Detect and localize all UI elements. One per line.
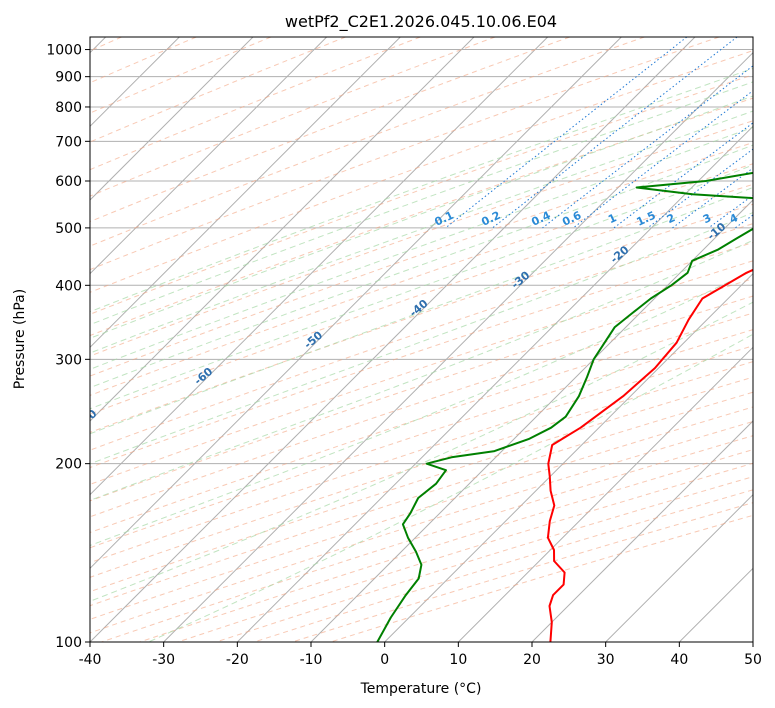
dry-adiabat [90,37,346,143]
moist-adiabat [90,186,753,435]
y-tick-label: 600 [55,174,82,190]
dry-adiabat [90,74,753,315]
x-tick-label: 50 [744,652,762,668]
x-tick-label: -40 [79,652,102,668]
dry-adiabat [90,295,753,518]
moist-adiabat [90,269,753,547]
moist-adiabat [90,110,753,354]
y-tick-label: 400 [55,278,82,294]
dry-adiabat [90,37,570,223]
dry-adiabat [90,345,753,564]
grid-layer [90,37,753,642]
dewpoint-profile-line [376,171,753,642]
y-tick-label: 800 [55,100,82,116]
x-tick-label: 20 [523,652,541,668]
moist-adiabat [90,81,753,326]
isotherm-line [90,37,328,275]
dry-adiabat [90,97,753,337]
dry-adiabat [90,391,753,607]
moist-adiabat [90,211,753,465]
isotherm-line [384,272,753,642]
isotherm-line [457,346,753,642]
moist-adiabat [90,126,753,370]
y-tick-label: 300 [55,352,82,368]
isotherm-label: -70 [76,407,100,430]
isotherm-line [163,51,753,642]
x-tick-label: 40 [670,652,688,668]
moist-adiabat [90,144,753,389]
temperature-profile-line [546,268,753,642]
mixing-ratio-line [492,37,738,229]
mixing-ratio-line [672,167,753,229]
x-tick-label: 30 [597,652,615,668]
y-tick-label: 900 [55,70,82,86]
isotherm-line [605,493,753,642]
mixing-ratio-line [542,65,753,229]
isotherm-line [90,37,254,201]
moist-adiabat [90,239,753,501]
y-tick-label: 700 [55,134,82,150]
dry-adiabat [90,142,753,377]
y-tick-label: 500 [55,221,82,237]
dry-adiabat [90,260,753,485]
dry-adiabat [90,50,753,293]
y-tick-label: 100 [55,635,82,651]
dry-adiabat [90,241,753,469]
isotherm-line [531,420,753,642]
moist-adiabat [90,164,753,410]
x-tick-label: -20 [226,652,249,668]
x-tick-label: -30 [152,652,175,668]
y-tick-label: 1000 [46,43,82,59]
y-tick-label: 200 [55,457,82,473]
chart-title: wetPf2_C2E1.2026.045.10.06.E04 [285,12,557,32]
isotherm-line [90,37,475,422]
isotherm-line [90,37,549,496]
x-axis-ticks: -40 -30 -20 -10 0 10 20 30 40 50 [79,642,762,668]
dry-adiabat [90,203,753,433]
dry-adiabat [90,329,753,549]
y-axis-label: Pressure (hPa) [12,289,28,389]
isotherm-line [236,125,753,642]
dry-adiabat [90,37,272,114]
moist-adiabat [148,333,753,642]
dry-adiabat [90,376,753,593]
background-lines [90,37,753,642]
dry-adiabat [90,37,496,197]
moist-adiabat [90,67,753,313]
x-tick-label: 0 [380,652,389,668]
y-axis-ticks: 100 200 300 400 500 600 700 800 900 1000 [46,43,90,651]
mixing-ratio-line [572,90,753,229]
profile-lines [376,171,753,642]
dry-adiabat [90,183,753,415]
x-tick-label: 10 [449,652,467,668]
x-axis-label: Temperature (°C) [360,681,482,697]
moist-adiabat [90,301,753,602]
plot-frame [89,36,754,643]
isotherm-line [90,37,622,570]
x-tick-label: -10 [300,652,323,668]
dry-adiabat [90,37,720,271]
